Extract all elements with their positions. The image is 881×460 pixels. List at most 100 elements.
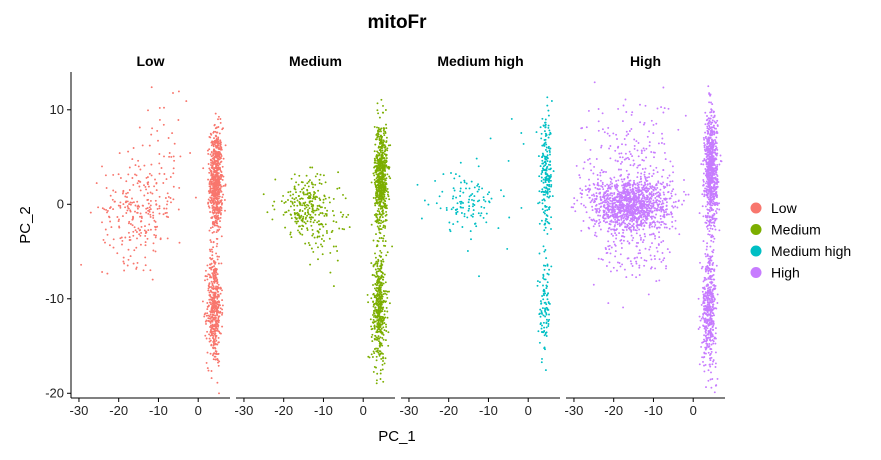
data-point	[147, 212, 150, 215]
data-point	[383, 206, 386, 209]
data-point	[377, 180, 380, 183]
data-point	[320, 238, 323, 240]
data-point	[328, 237, 331, 240]
data-point	[374, 295, 377, 298]
data-point	[442, 173, 445, 176]
data-point	[140, 231, 143, 234]
data-point	[127, 206, 130, 209]
data-point	[375, 303, 378, 306]
data-point	[106, 209, 109, 212]
data-point	[129, 223, 132, 225]
data-point	[379, 162, 382, 165]
data-point	[208, 263, 211, 266]
data-point	[709, 347, 712, 350]
data-point	[715, 264, 718, 267]
data-point	[189, 152, 192, 154]
data-point	[710, 356, 713, 359]
data-point	[216, 237, 219, 240]
data-point	[205, 361, 208, 364]
data-point	[538, 201, 541, 204]
data-point	[386, 193, 389, 196]
data-point	[710, 259, 713, 262]
data-point	[383, 146, 386, 149]
data-point	[709, 268, 712, 271]
data-point	[706, 169, 709, 171]
data-point	[141, 204, 144, 207]
data-point	[201, 300, 204, 303]
data-point	[152, 211, 155, 214]
data-point	[143, 229, 146, 232]
data-point	[704, 328, 707, 331]
data-point	[540, 331, 543, 333]
data-point	[708, 303, 711, 306]
data-point	[139, 180, 142, 183]
data-point	[550, 185, 553, 188]
data-point	[706, 215, 709, 218]
data-point	[138, 185, 141, 188]
data-point	[317, 189, 320, 192]
data-point	[213, 160, 216, 163]
data-point	[215, 301, 218, 304]
data-point	[154, 178, 156, 181]
data-point	[542, 264, 545, 267]
data-point	[714, 140, 717, 143]
data-point	[380, 267, 383, 270]
data-point	[601, 196, 604, 198]
data-point	[706, 132, 709, 135]
data-point	[372, 196, 375, 199]
data-point	[135, 267, 138, 270]
data-point	[374, 204, 377, 207]
data-point	[211, 175, 214, 178]
data-point	[548, 151, 551, 153]
data-point	[122, 203, 125, 206]
data-point	[551, 195, 554, 198]
data-point	[216, 328, 219, 330]
data-point	[324, 181, 327, 184]
data-point	[712, 214, 715, 217]
data-point	[654, 224, 657, 226]
data-point	[218, 191, 221, 194]
data-point	[374, 252, 376, 255]
data-point	[373, 161, 376, 164]
data-point	[545, 321, 548, 324]
data-point	[547, 124, 550, 127]
data-point	[325, 213, 328, 216]
data-point	[716, 207, 719, 210]
data-point	[718, 229, 721, 232]
data-point	[162, 182, 165, 184]
data-point	[374, 159, 377, 162]
data-point	[470, 214, 473, 217]
data-point	[302, 187, 305, 190]
data-point	[215, 137, 218, 140]
data-point	[212, 296, 215, 299]
data-point	[213, 206, 215, 209]
data-point	[375, 347, 378, 350]
data-point	[538, 222, 541, 225]
data-point	[708, 140, 710, 143]
data-point	[210, 370, 213, 372]
data-point	[371, 273, 374, 276]
data-point	[220, 148, 223, 151]
data-point	[219, 140, 222, 143]
data-point	[384, 159, 387, 162]
data-point	[543, 199, 546, 202]
data-point	[385, 293, 388, 296]
data-point	[383, 322, 386, 324]
data-point	[542, 284, 544, 287]
data-point	[212, 241, 215, 244]
data-point	[222, 175, 225, 178]
data-point	[318, 178, 321, 181]
data-point	[708, 233, 711, 236]
data-point	[372, 284, 374, 286]
data-point	[212, 176, 215, 179]
data-point	[290, 236, 293, 239]
data-point	[710, 209, 713, 212]
data-point	[611, 194, 614, 197]
data-point	[598, 224, 601, 227]
data-point	[381, 316, 384, 319]
data-point	[384, 281, 387, 284]
data-point	[716, 152, 719, 155]
data-point	[208, 148, 211, 151]
data-point	[384, 187, 386, 190]
data-point	[210, 280, 213, 283]
